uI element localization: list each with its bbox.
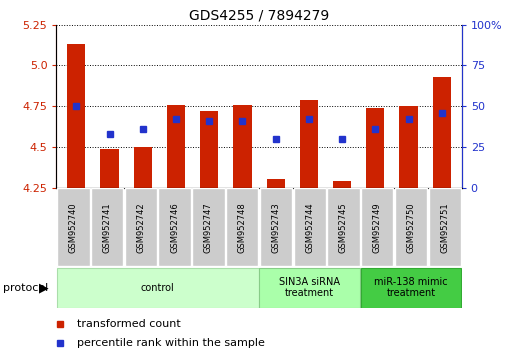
Bar (395, 188, 427, 267)
Bar (192, 188, 225, 267)
Bar (226, 188, 259, 267)
Text: GSM952750: GSM952750 (406, 202, 416, 253)
Text: GSM952743: GSM952743 (271, 202, 281, 253)
Bar (125, 188, 157, 267)
Text: protocol: protocol (3, 282, 48, 293)
Text: miR-138 mimic
treatment: miR-138 mimic treatment (374, 277, 448, 298)
Bar (260, 268, 360, 308)
Text: GSM952751: GSM952751 (440, 202, 449, 253)
Title: GDS4255 / 7894279: GDS4255 / 7894279 (189, 8, 329, 22)
Bar (361, 188, 393, 267)
Bar (333, 181, 351, 188)
Text: control: control (141, 282, 174, 293)
Bar (91, 188, 123, 267)
Text: GSM952742: GSM952742 (136, 202, 145, 253)
Bar (57, 188, 90, 267)
Bar (57, 268, 259, 308)
Text: GSM952741: GSM952741 (103, 202, 112, 253)
Text: SIN3A siRNA
treatment: SIN3A siRNA treatment (279, 277, 340, 298)
Text: GSM952749: GSM952749 (373, 202, 382, 253)
Text: percentile rank within the sample: percentile rank within the sample (77, 338, 265, 348)
Bar (260, 188, 292, 267)
Bar (300, 100, 318, 188)
Bar (167, 104, 185, 188)
Bar (101, 149, 119, 188)
Bar (428, 188, 461, 267)
Text: ▶: ▶ (39, 281, 48, 294)
Bar (159, 188, 191, 267)
Text: transformed count: transformed count (77, 319, 181, 329)
Bar (400, 106, 418, 188)
Text: GSM952744: GSM952744 (305, 202, 314, 253)
Bar (200, 111, 219, 188)
Bar (67, 44, 86, 188)
Text: GSM952747: GSM952747 (204, 202, 213, 253)
Bar (366, 108, 384, 188)
Bar (233, 104, 251, 188)
Bar (134, 147, 152, 188)
Bar (432, 77, 451, 188)
Bar (293, 188, 326, 267)
Text: GSM952740: GSM952740 (69, 202, 78, 253)
Text: GSM952745: GSM952745 (339, 202, 348, 253)
Text: GSM952748: GSM952748 (238, 202, 247, 253)
Text: GSM952746: GSM952746 (170, 202, 179, 253)
Bar (267, 179, 285, 188)
Bar (361, 268, 461, 308)
Bar (327, 188, 360, 267)
